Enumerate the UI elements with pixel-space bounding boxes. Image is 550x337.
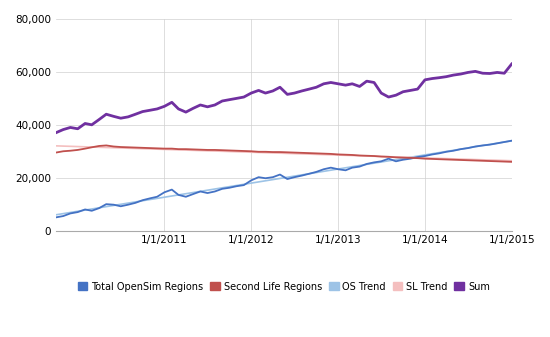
Legend: Total OpenSim Regions, Second Life Regions, OS Trend, SL Trend, Sum: Total OpenSim Regions, Second Life Regio… bbox=[74, 278, 494, 296]
